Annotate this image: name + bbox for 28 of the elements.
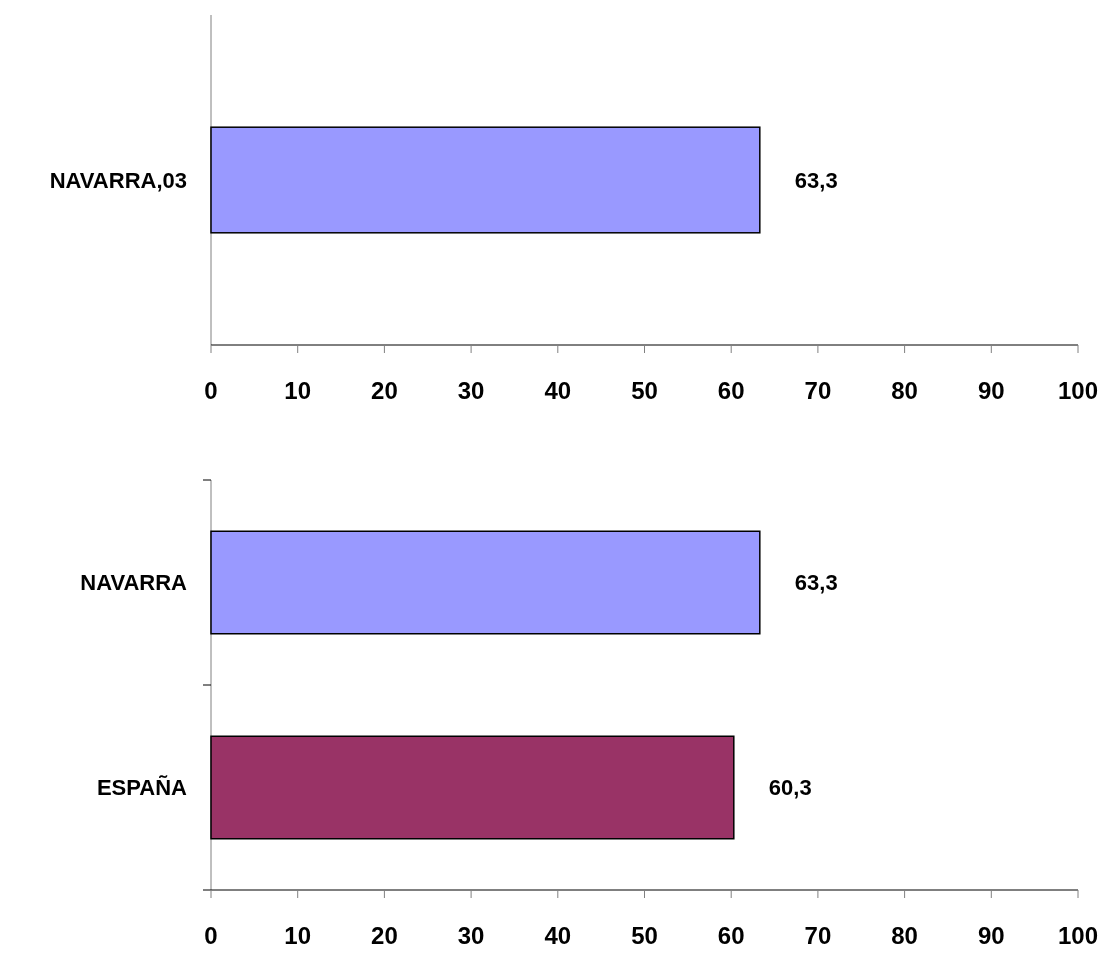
x-tick-label: 30	[457, 377, 485, 404]
x-tick-label: 70	[804, 377, 832, 404]
x-tick-label: 90	[977, 922, 1005, 949]
x-tick-label: 100	[1057, 377, 1099, 404]
x-tick-label: 20	[371, 377, 398, 404]
data-label: 60,3	[768, 775, 812, 800]
x-tick-label: 60	[717, 377, 745, 404]
x-tick-label: 80	[891, 922, 918, 949]
x-tick-label: 20	[371, 922, 398, 949]
x-tick-label: 10	[284, 922, 312, 949]
x-tick-label: 10	[284, 377, 312, 404]
y-tick-label: NAVARRA,03	[49, 167, 187, 193]
x-tick-label: 30	[457, 922, 485, 949]
x-tick-label: 100	[1057, 922, 1099, 949]
x-tick-label: 70	[804, 922, 832, 949]
x-tick-label: 80	[891, 377, 918, 404]
x-tick-label: 40	[544, 922, 572, 949]
x-tick-label: 0	[204, 922, 218, 949]
x-tick-label: 0	[204, 377, 218, 404]
y-tick-label: ESPAÑA	[96, 775, 188, 800]
x-tick-label: 40	[544, 377, 572, 404]
data-label: 63,3	[794, 167, 838, 193]
x-tick-label: 50	[631, 922, 658, 949]
x-tick-label: 60	[717, 922, 745, 949]
y-tick-label: NAVARRA	[80, 570, 188, 595]
x-tick-label: 90	[977, 377, 1005, 404]
data-label: 63,3	[794, 570, 838, 595]
x-tick-label: 50	[631, 377, 658, 404]
